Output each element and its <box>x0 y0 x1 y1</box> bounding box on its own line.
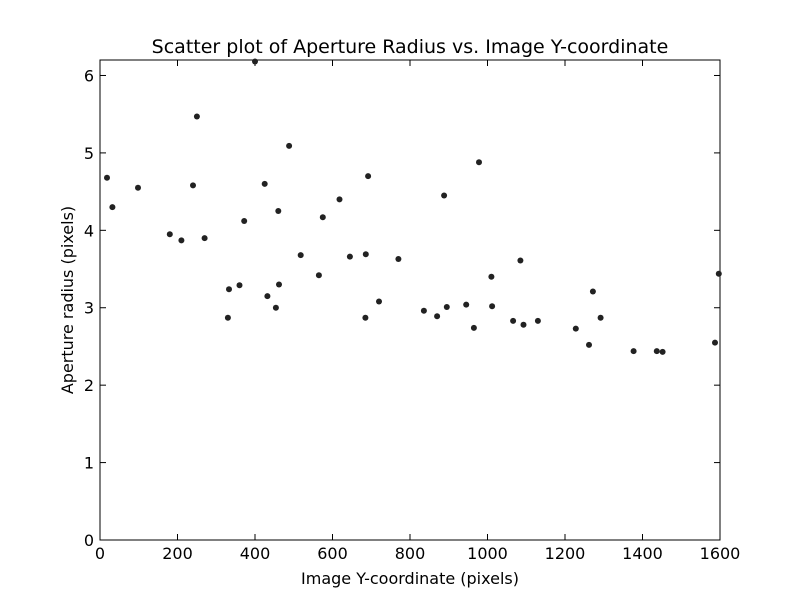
data-point <box>470 324 477 331</box>
data-point <box>630 348 637 355</box>
data-point <box>336 196 343 203</box>
data-point <box>712 339 718 346</box>
data-point <box>261 180 268 187</box>
x-tick-label: 800 <box>395 544 426 563</box>
data-point <box>224 314 231 321</box>
data-point <box>510 317 517 324</box>
data-point <box>193 113 200 120</box>
data-point <box>365 173 372 180</box>
data-point <box>109 204 116 211</box>
data-point <box>104 174 110 181</box>
data-point <box>653 348 660 355</box>
y-tick-label: 3 <box>84 299 94 318</box>
x-tick-label: 600 <box>317 544 348 563</box>
data-point <box>276 281 282 288</box>
data-point <box>346 253 353 260</box>
y-tick-label: 2 <box>84 376 94 395</box>
data-point <box>272 304 279 311</box>
data-point <box>420 307 427 314</box>
data-point <box>589 288 596 295</box>
data-point <box>362 314 369 321</box>
data-point <box>286 142 293 149</box>
x-tick-label: 1400 <box>622 544 663 563</box>
x-tick-label: 1200 <box>545 544 586 563</box>
data-point <box>135 184 141 191</box>
data-point <box>166 231 173 238</box>
data-point <box>362 251 369 258</box>
plot-area: 0 200 400 600 800 1000 1200 1400 1600 0 1 2 3 4 5 6 <box>84 58 740 563</box>
data-point <box>488 273 495 280</box>
y-tick-label: 1 <box>84 454 94 473</box>
x-tick-label: 0 <box>95 544 105 563</box>
data-points <box>104 58 722 355</box>
data-point <box>252 58 258 65</box>
axes-frame <box>99 59 721 541</box>
data-point <box>319 214 326 221</box>
data-point <box>275 208 282 214</box>
data-point <box>715 270 722 277</box>
data-point <box>201 235 208 242</box>
chart-title: Scatter plot of Aperture Radius vs. Imag… <box>152 36 669 58</box>
y-tick-label: 0 <box>84 531 94 550</box>
data-point <box>241 218 248 224</box>
y-axis-ticks: 0 1 2 3 4 5 6 <box>84 66 720 550</box>
x-axis-label: Image Y-coordinate (pixels) <box>301 569 519 588</box>
data-point <box>443 304 450 310</box>
data-point <box>395 256 402 262</box>
data-point <box>297 252 304 259</box>
x-axis-ticks: 0 200 400 600 800 1000 1200 1400 1600 <box>95 60 740 563</box>
data-point <box>534 317 541 324</box>
y-tick-label: 4 <box>84 221 94 240</box>
x-tick-label: 200 <box>162 544 193 563</box>
data-point <box>190 182 196 189</box>
data-point <box>586 341 592 348</box>
x-tick-label: 1600 <box>700 544 741 563</box>
y-tick-label: 6 <box>84 66 94 85</box>
data-point <box>572 325 579 332</box>
data-point <box>315 272 322 279</box>
data-point <box>434 313 441 320</box>
data-point <box>178 237 185 244</box>
data-point <box>489 303 496 310</box>
data-point <box>659 348 666 355</box>
data-point <box>226 286 232 293</box>
data-point <box>520 321 527 328</box>
data-point <box>236 282 243 289</box>
data-point <box>517 257 524 264</box>
y-axis-label: Aperture radius (pixels) <box>58 206 77 394</box>
y-tick-label: 5 <box>84 144 94 163</box>
data-point <box>463 301 470 308</box>
data-point <box>597 314 604 321</box>
x-tick-label: 400 <box>240 544 271 563</box>
x-tick-label: 1000 <box>467 544 508 563</box>
data-point <box>264 293 271 300</box>
data-point <box>441 192 448 199</box>
data-point <box>476 159 482 166</box>
data-point <box>376 298 382 305</box>
